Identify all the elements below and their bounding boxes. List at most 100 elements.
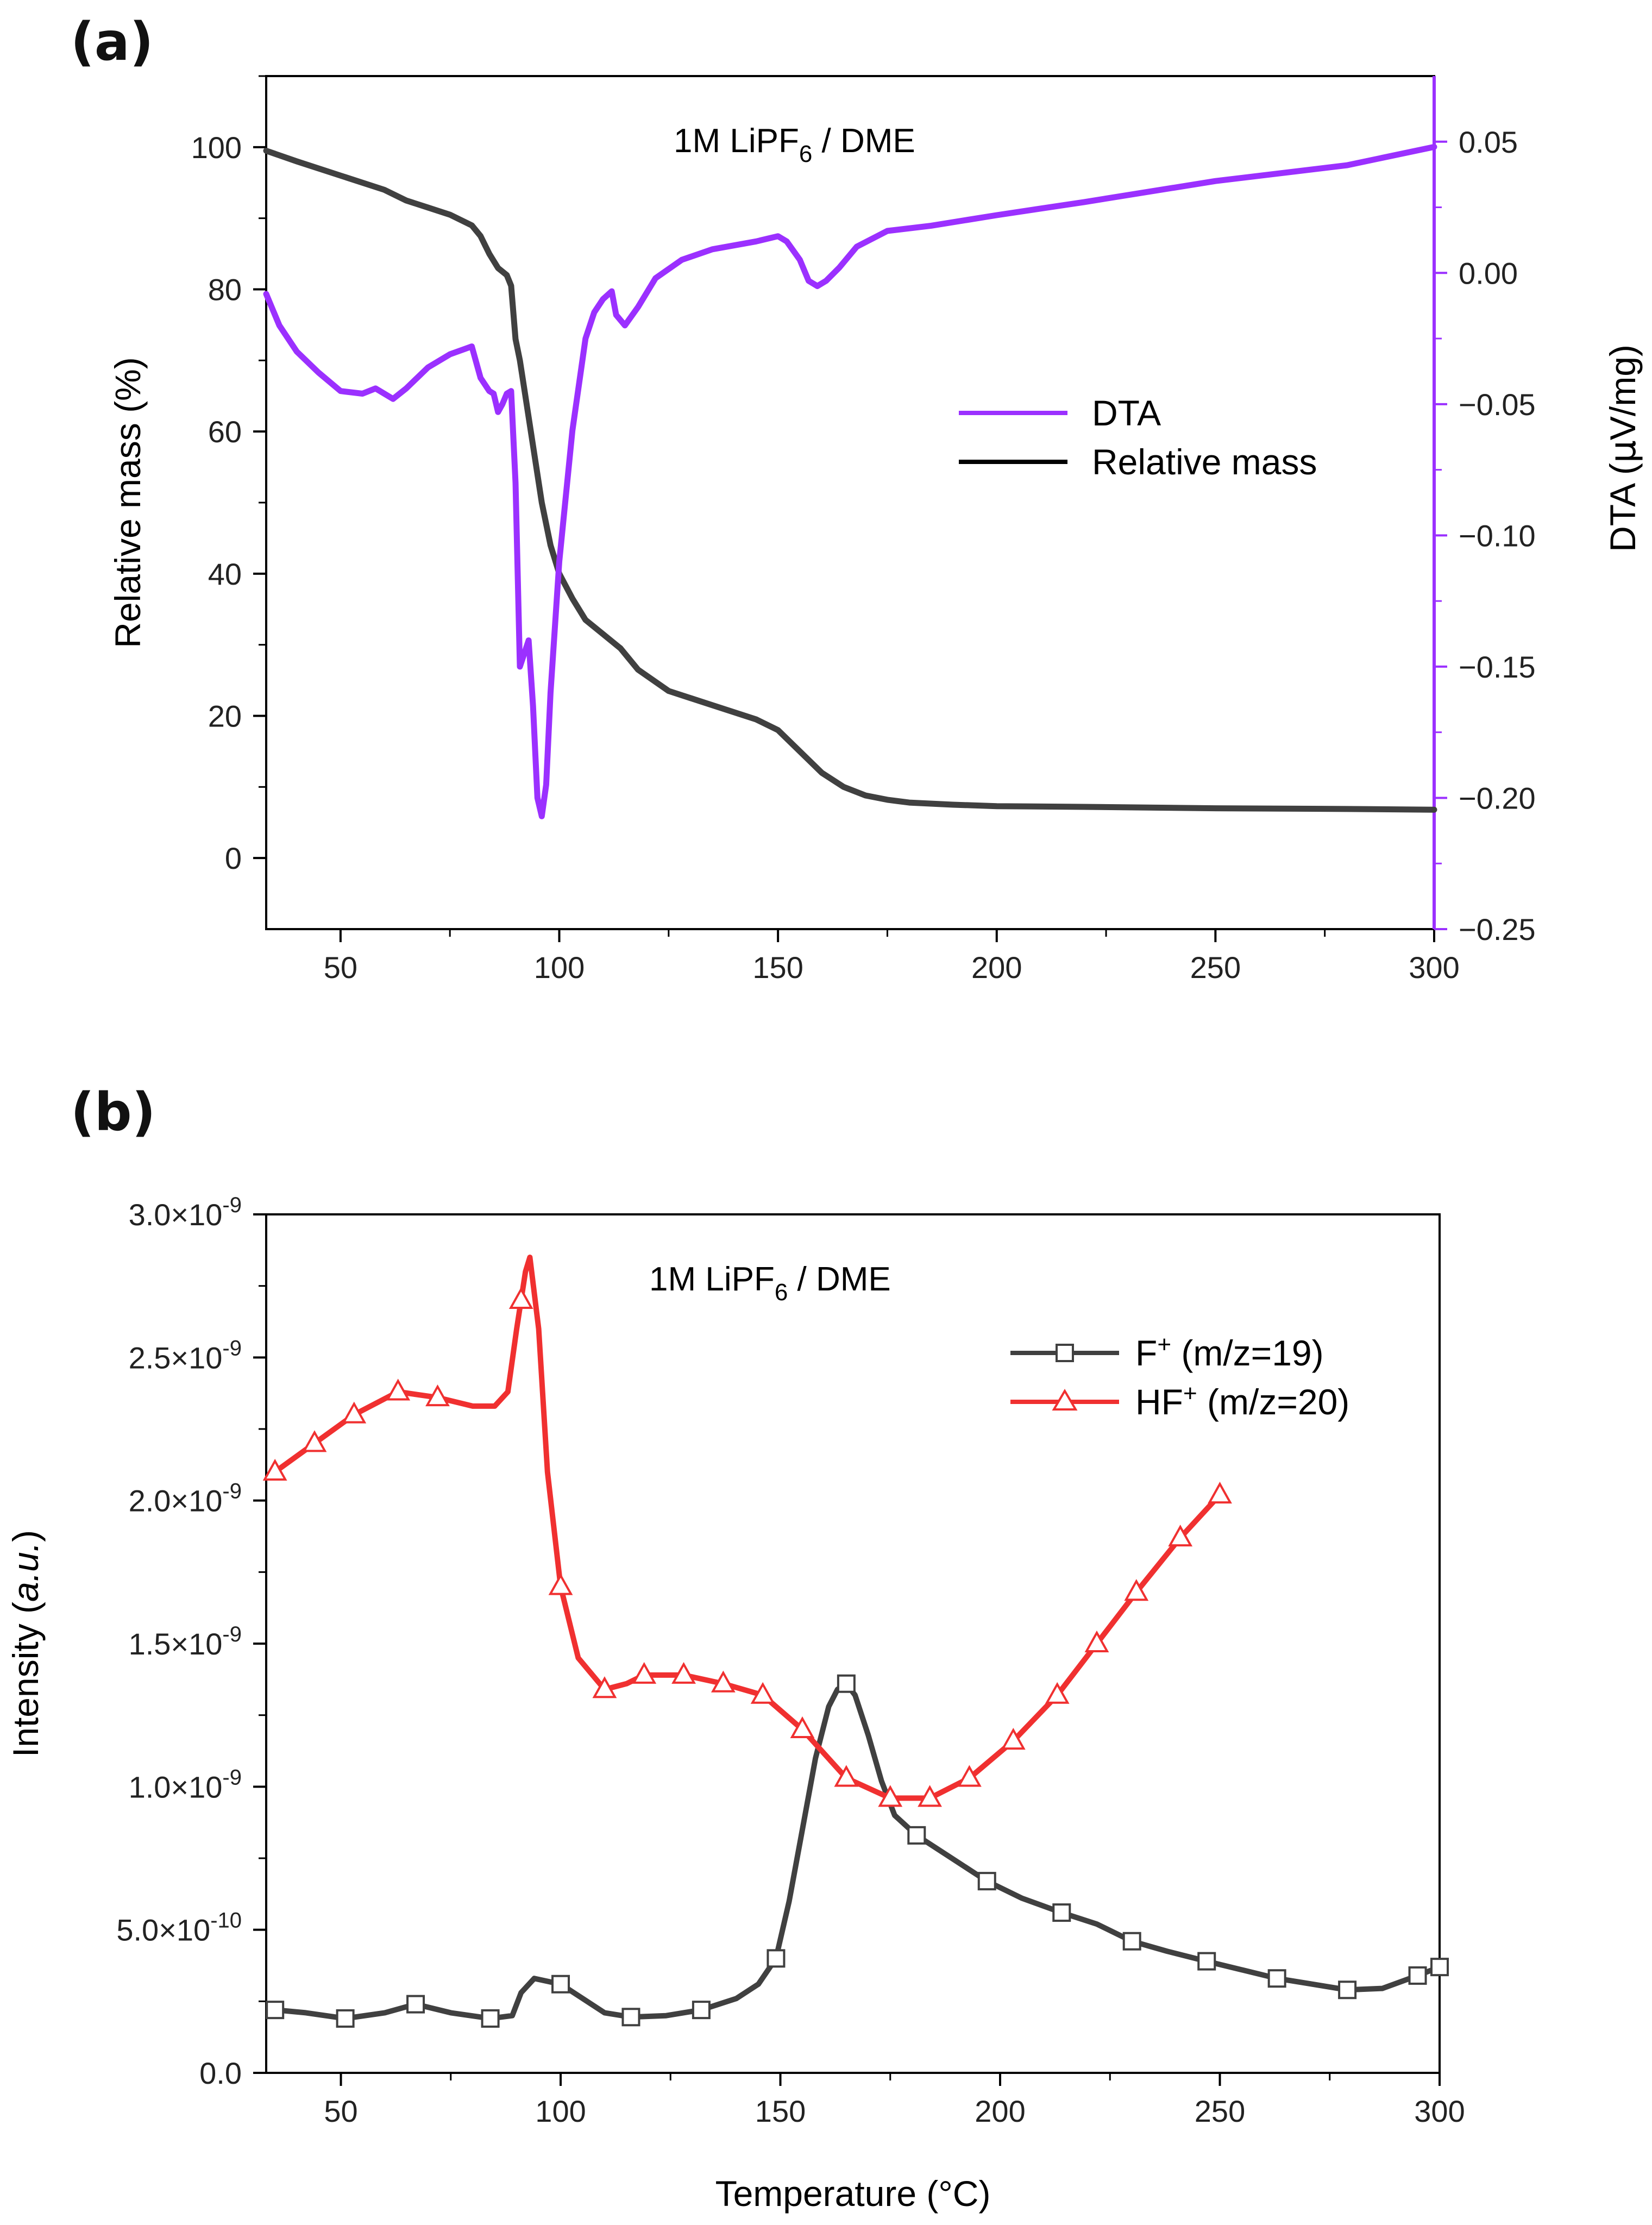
panel-a-y-left-tick-label: 80: [208, 273, 242, 307]
hf-plus-marker: [508, 1287, 533, 1309]
panel-b-y-label: Intensity (a.u.): [5, 1530, 46, 1757]
hf-plus-marker: [1168, 1525, 1193, 1547]
panel-a-ticks: 50 100 150 200 250 300 0 20 40 60 80 100 −0.25 −0.20 −…: [191, 75, 1536, 985]
panel-b-x-tick-label: 50: [324, 2094, 357, 2128]
panel-a-x-tick-label: 150: [752, 950, 803, 985]
panel-a-y-right-tick-label: 0.00: [1459, 256, 1518, 290]
f-plus-marker: [1052, 1903, 1071, 1922]
panel-a-y-left-tick-label: 0: [225, 841, 242, 875]
f-plus-marker: [1338, 1980, 1357, 2000]
panel-a-y-left-tick-label: 40: [208, 557, 242, 591]
f-plus-marker: [837, 1674, 856, 1693]
f-plus-marker: [907, 1826, 926, 1845]
panel-a-x-tick-label: 100: [534, 950, 585, 985]
panel-b: (b) 50 100 150 200 250 300 0.0 5.0×10-10 1.0×10-…: [5, 1082, 1465, 2214]
panel-a-y-left-tick-label: 100: [191, 130, 242, 165]
legend-f-marker: [1056, 1344, 1074, 1362]
hf-plus-marker: [790, 1716, 815, 1738]
panel-a-annotation: 1M LiPF6 / DME: [674, 122, 915, 167]
panel-b-y-tick-label: 0.0: [199, 2056, 242, 2090]
hf-plus-marker: [632, 1662, 657, 1684]
f-plus-marker: [336, 2009, 355, 2028]
panel-a-y-left-tick-label: 20: [208, 699, 242, 734]
legend-hf-label: HF+ (m/z=20): [1135, 1380, 1349, 1422]
panel-a-y-right-tick-label: −0.10: [1459, 518, 1536, 553]
hf-plus-marker: [1084, 1630, 1109, 1652]
panel-b-y-tick-label: 2.5×10-9: [129, 1336, 242, 1375]
relative-mass-line: [263, 147, 1437, 813]
hf-plus-marker: [918, 1785, 942, 1807]
panel-b-x-tick-label: 300: [1414, 2094, 1465, 2128]
f-plus-marker: [621, 2008, 640, 2027]
legend-dta-label: DTA: [1092, 393, 1161, 433]
panel-b-x-tick-label: 250: [1195, 2094, 1245, 2128]
hf-plus-marker: [1001, 1727, 1026, 1750]
panel-b-y-tick-label: 2.0×10-9: [129, 1480, 242, 1518]
f-plus-marker: [551, 1975, 570, 1994]
panel-a-series: [263, 143, 1437, 819]
panel-a-y-right-tick-label: 0.05: [1459, 125, 1518, 159]
legend-hf-marker: [1052, 1389, 1078, 1411]
hf-plus-marker: [386, 1378, 411, 1401]
hf-plus-marker: [671, 1662, 696, 1684]
panel-a-plot-frame: [265, 75, 1435, 930]
f-plus-marker: [1267, 1969, 1286, 1988]
panel-a-x-tick-label: 50: [324, 950, 357, 985]
panel-b-x-tick-label: 200: [975, 2094, 1025, 2128]
f-plus-marker: [692, 2001, 711, 2020]
hf-plus-marker: [425, 1384, 450, 1407]
f-plus-marker: [481, 2009, 500, 2028]
f-plus-marker: [767, 1949, 786, 1968]
panel-b-x-label: Temperature (°C): [715, 2173, 991, 2214]
hf-plus-marker: [878, 1785, 903, 1807]
panel-a: (a) 50 100 150 200 250 300 0 20 40 60 80 100 −0.25 −0…: [71, 11, 1644, 985]
panel-a-y-right-tick-label: −0.25: [1459, 912, 1536, 947]
panel-b-annotation: 1M LiPF6 / DME: [649, 1261, 891, 1306]
f-plus-marker: [1122, 1932, 1141, 1951]
f-plus-marker: [1430, 1958, 1449, 1977]
panel-b-y-tick-label: 3.0×10-9: [129, 1193, 242, 1232]
f-plus-line: [272, 1681, 1442, 2021]
legend-f-label: F+ (m/z=19): [1135, 1331, 1324, 1373]
f-plus-marker: [1408, 1966, 1427, 1985]
panel-b-label: (b): [71, 1082, 155, 1143]
panel-b-legend: F+ (m/z=19) HF+ (m/z=20): [1010, 1331, 1349, 1422]
panel-a-y-left-label: Relative mass (%): [108, 357, 148, 648]
f-plus-marker: [406, 1995, 425, 2014]
panel-a-x-tick-label: 300: [1409, 950, 1459, 985]
panel-b-series: [262, 1255, 1449, 2028]
panel-a-y-right-tick-label: −0.05: [1459, 387, 1536, 422]
panel-b-x-tick-label: 100: [535, 2094, 586, 2128]
panel-a-x-tick-label: 200: [971, 950, 1022, 985]
panel-b-ticks: 50 100 150 200 250 300 0.0 5.0×10-10 1.0×10-9 1.5…: [116, 1193, 1465, 2128]
panel-a-legend: DTA Relative mass: [959, 393, 1317, 482]
f-plus-marker: [1197, 1952, 1216, 1971]
hf-plus-marker: [1208, 1482, 1232, 1504]
panel-a-y-right-tick-label: −0.15: [1459, 650, 1536, 684]
hf-plus-marker: [592, 1676, 617, 1698]
hf-plus-marker: [1124, 1579, 1149, 1601]
f-plus-marker: [266, 2001, 285, 2020]
f-plus-marker: [977, 1872, 996, 1891]
hf-plus-marker: [262, 1458, 287, 1481]
panel-a-y-right-label: DTA (μV/mg): [1602, 344, 1644, 552]
panel-a-label: (a): [71, 11, 154, 72]
hf-plus-marker: [711, 1670, 736, 1693]
panel-b-y-tick-label: 5.0×10-10: [116, 1909, 242, 1947]
hf-plus-marker: [1045, 1682, 1070, 1704]
panel-b-x-tick-label: 150: [755, 2094, 806, 2128]
hf-plus-marker: [957, 1765, 982, 1787]
hf-plus-marker: [302, 1430, 327, 1452]
hf-plus-marker: [548, 1573, 573, 1595]
hf-plus-line: [272, 1255, 1223, 1801]
dta-line: [263, 143, 1437, 819]
hf-plus-marker: [834, 1765, 859, 1787]
panel-a-y-left-tick-label: 60: [208, 415, 242, 449]
hf-plus-marker: [342, 1401, 367, 1424]
panel-b-y-tick-label: 1.0×10-9: [129, 1765, 242, 1804]
hf-plus-marker: [750, 1682, 775, 1704]
panel-b-y-tick-label: 1.5×10-9: [129, 1622, 242, 1661]
panel-a-x-tick-label: 250: [1190, 950, 1241, 985]
legend-mass-label: Relative mass: [1092, 442, 1317, 482]
